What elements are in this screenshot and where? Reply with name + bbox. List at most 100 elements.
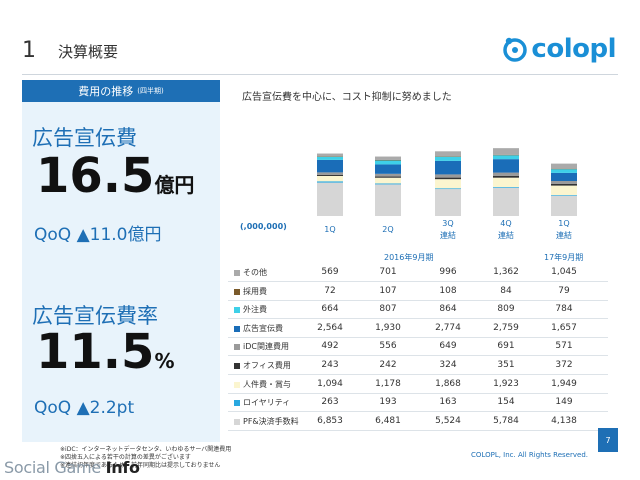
table-unit: (,000,000) [240,222,287,231]
table-cell: 556 [379,341,397,352]
column-header-2: 2Q [363,224,413,236]
column-header-3: 3Q 連結 [423,218,473,242]
bar-segment-1-4 [317,174,343,176]
table-cell: 6,853 [317,415,343,426]
legend-swatch [234,288,240,295]
table-cell: 372 [555,360,573,370]
column-header-1: 1Q [305,224,355,236]
table-cell: 807 [379,304,397,315]
bar-segment-2-1 [375,184,401,216]
bar-segment-2-2 [375,183,401,185]
column-header-line: 2Q [382,225,394,234]
bar-segment-3-5 [435,174,461,178]
bar-segment-2-6 [375,164,401,174]
ad-cost-value: 16.5億円 [36,148,194,204]
table-cell: 108 [439,285,457,296]
ad-cost-qoq: QoQ ▲11.0億円 [34,225,162,245]
table-row: オフィス費用 243 242 324 351 372 [228,357,608,375]
table-cell: 107 [379,285,397,296]
table-cell: 72 [324,285,336,296]
table-row: 採用費 72 107 108 84 79 [228,283,608,301]
table-cell: 84 [500,285,512,296]
table-cell: 242 [379,360,397,370]
column-header-line: 1Q [558,219,570,228]
table-cell: 691 [497,341,515,352]
table-cell: 649 [439,341,457,352]
bar-segment-4-2 [493,187,519,188]
table-cell: 163 [439,397,457,408]
chart-subtitle: 広告宣伝費を中心に、コスト抑制に努めました [242,92,452,103]
table-cell: 1,178 [375,378,401,389]
bar-segment-4-4 [493,175,519,178]
ad-cost-dec: .5 [102,148,155,204]
ad-ratio-title: 広告宣伝費率 [32,304,158,328]
bar-segment-1-8 [317,156,343,157]
bar-segment-5-2 [551,195,577,196]
table-cell: 2,564 [317,322,343,333]
column-header-4: 4Q 連結 [481,218,531,242]
row-label: iDC関連費用 [243,342,289,352]
bar-segment-4-5 [493,172,519,176]
table-cell: 2,774 [435,322,461,333]
colopl-logo: colopl [502,34,616,64]
summary-panel: 費用の推移 (四半期) 広告宣伝費 16.5億円 QoQ ▲11.0億円 広告宣… [22,80,220,442]
ad-ratio-unit: % [154,349,175,373]
ad-ratio-dec: .5 [102,324,155,380]
legend-swatch [234,418,240,425]
bar-segment-1-7 [317,156,343,160]
legend-swatch [234,363,240,369]
bar-segment-2-9 [375,156,401,160]
table-cell: 996 [439,267,457,277]
row-label: PF&決済手数料 [243,416,299,426]
table-row: 人件費・賞与 1,094 1,178 1,868 1,923 1,949 [228,376,608,394]
bar-segment-5-3 [551,185,577,196]
section-number: 1 [22,38,36,63]
table-row: 外注費 664 807 864 809 784 [228,301,608,320]
footnote-2: ※四捨五入による若干の計算の差異がございます [60,454,191,461]
row-label: ロイヤリティ [243,398,291,408]
table-cell: 193 [379,397,397,408]
bar-segment-1-6 [317,159,343,173]
bar-segment-2-3 [375,177,401,184]
bar-segment-3-7 [435,156,461,161]
table-cell: 784 [555,304,573,315]
column-header-line: 連結 [440,231,456,240]
table-cell: 492 [321,341,339,352]
table-cell: 149 [555,397,573,408]
bar-segment-2-7 [375,160,401,165]
bar-segment-4-9 [493,148,519,155]
legend-swatch [234,270,240,276]
bar-segment-3-1 [435,189,461,216]
bar-segment-5-8 [551,168,577,170]
bar-segment-5-9 [551,163,577,169]
table-cell: 324 [439,360,457,370]
table-cell: 4,138 [551,415,577,426]
bar-segment-5-5 [551,181,577,184]
table-cell: 5,784 [493,415,519,426]
table-cell: 1,657 [551,322,577,333]
section-title: 決算概要 [58,43,119,61]
legend-swatch [234,400,240,407]
table-cell: 1,868 [435,378,461,389]
table-row: iDC関連費用 492 556 649 691 571 [228,338,608,357]
table-row: その他 569 701 996 1,362 1,045 [228,264,608,282]
header-divider [22,74,618,75]
table-cell: 1,094 [317,378,343,389]
column-header-line: 連結 [556,231,572,240]
bar-segment-2-5 [375,173,401,177]
table-row: 広告宣伝費 2,564 1,930 2,774 2,759 1,657 [228,320,608,338]
ad-ratio-qoq: QoQ ▲2.2pt [34,398,135,418]
fy-2016-label: 2016年9月期 [384,253,434,262]
ad-cost-title: 広告宣伝費 [32,126,137,150]
table-cell: 864 [439,304,457,315]
table-row: ロイヤリティ 263 193 163 154 149 [228,394,608,413]
ad-cost-int: 16 [36,148,103,204]
page-number: 7 [598,428,618,452]
row-label: その他 [243,268,267,277]
column-header-5: 1Q 連結 [539,218,589,242]
row-label: 人件費・賞与 [243,379,291,389]
watermark-prefix: Social Game [4,458,106,477]
column-header-line: 3Q [442,219,454,228]
table-cell: 1,923 [493,378,519,389]
bar-segment-5-7 [551,169,577,173]
